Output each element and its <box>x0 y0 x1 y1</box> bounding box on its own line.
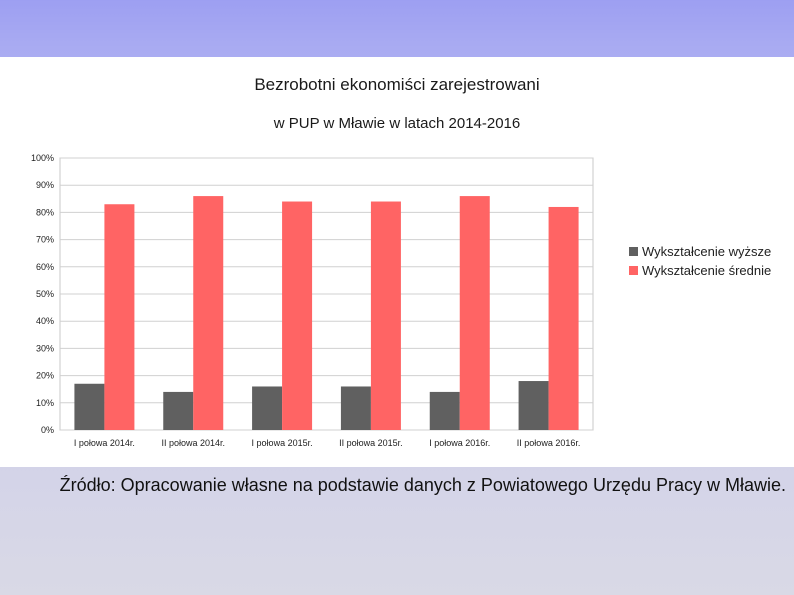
y-tick-label: 100% <box>31 153 54 163</box>
bar <box>193 196 224 430</box>
y-tick-label: 40% <box>36 316 54 326</box>
y-tick-label: 60% <box>36 262 54 272</box>
bar <box>340 386 371 430</box>
bars <box>74 196 579 430</box>
x-tick-label: I połowa 2016r. <box>429 438 490 448</box>
x-tick-label: I połowa 2014r. <box>74 438 135 448</box>
bar <box>429 391 460 430</box>
bar-chart: Bezrobotni ekonomiści zarejestrowani w P… <box>31 75 771 448</box>
legend-label: Wykształcenie średnie <box>642 263 771 278</box>
y-tick-label: 90% <box>36 180 54 190</box>
x-axis: I połowa 2014r. II połowa 2014r. I połowa … <box>74 438 580 448</box>
source-note: Źródło: Opracowanie własne na podstawie … <box>59 475 786 495</box>
bar <box>459 196 490 430</box>
x-tick-label: I połowa 2015r. <box>252 438 313 448</box>
x-tick-label: II połowa 2014r. <box>161 438 225 448</box>
bar <box>518 381 549 430</box>
chart-subtitle: w PUP w Mławie w latach 2014-2016 <box>273 115 521 132</box>
y-tick-label: 50% <box>36 289 54 299</box>
chart-panel: Bezrobotni ekonomiści zarejestrowani w P… <box>0 57 794 467</box>
legend-label: Wykształcenie wyższe <box>642 244 771 259</box>
bar <box>163 391 194 430</box>
bar <box>548 206 579 430</box>
legend: Wykształcenie wyższe Wykształcenie średni… <box>629 244 771 278</box>
y-tick-label: 20% <box>36 371 54 381</box>
bar <box>370 201 401 430</box>
chart-title: Bezrobotni ekonomiści zarejestrowani <box>254 75 539 94</box>
bar <box>282 201 313 430</box>
y-tick-label: 30% <box>36 343 54 353</box>
y-tick-label: 80% <box>36 207 54 217</box>
y-tick-label: 70% <box>36 235 54 245</box>
bar <box>74 383 105 430</box>
bar <box>252 386 283 430</box>
x-tick-label: II połowa 2016r. <box>517 438 581 448</box>
y-axis: 0% 10% 20% 30% 40% 50% 60% 70% 80% 90% 100% <box>31 153 54 435</box>
y-tick-label: 0% <box>41 425 54 435</box>
x-tick-label: II połowa 2015r. <box>339 438 403 448</box>
gridlines <box>59 157 594 431</box>
legend-swatch <box>629 247 638 256</box>
bar <box>104 204 135 430</box>
y-tick-label: 10% <box>36 398 54 408</box>
legend-swatch <box>629 266 638 275</box>
